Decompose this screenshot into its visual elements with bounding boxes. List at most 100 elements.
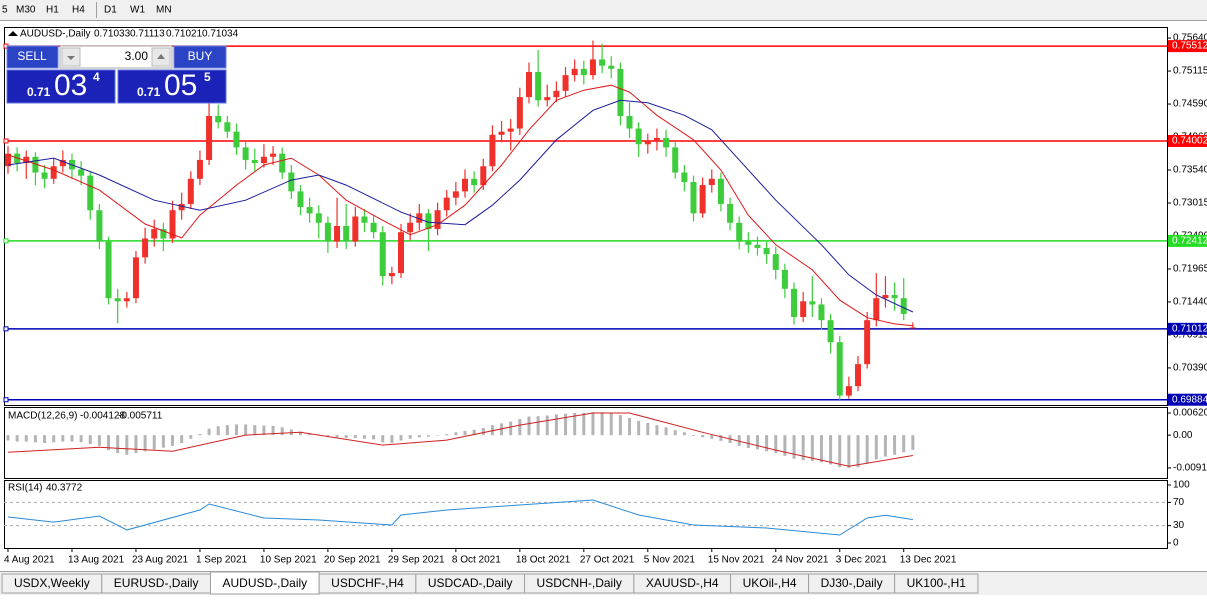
timeframe-button[interactable]: H4 — [72, 5, 85, 16]
candle-body — [800, 301, 806, 317]
y-tick-label: 0.73015 — [1173, 198, 1207, 209]
tab-label: UK100-,H1 — [907, 576, 967, 590]
candle-body — [151, 229, 157, 238]
y-tick-label: 0.73540 — [1173, 165, 1207, 176]
ohlc-high: 0.71113 — [130, 29, 165, 40]
macd-bar — [281, 427, 284, 435]
macd-bar — [89, 435, 92, 444]
candle-body — [270, 154, 276, 157]
y-tick-label: 0.70390 — [1173, 363, 1207, 374]
candle-body — [334, 226, 340, 242]
sell-label: SELL — [17, 49, 47, 63]
macd-bar — [665, 427, 668, 435]
candle-body — [508, 129, 514, 132]
macd-bar — [518, 419, 521, 435]
rsi-value: 40.3772 — [46, 483, 83, 494]
candle-body — [51, 166, 57, 179]
x-tick-label: 18 Oct 2021 — [516, 555, 571, 566]
macd-bar — [345, 435, 348, 438]
timeframe-button[interactable]: D1 — [104, 5, 117, 16]
candle-body — [901, 298, 907, 314]
macd-bar — [445, 434, 448, 435]
candle-body — [517, 97, 523, 128]
buy-label: BUY — [188, 49, 213, 63]
candle-body — [718, 179, 724, 204]
candle-body — [727, 204, 733, 223]
macd-bar — [400, 435, 403, 440]
x-tick-label: 13 Aug 2021 — [68, 555, 125, 566]
level-handle[interactable] — [4, 139, 8, 143]
x-tick-label: 3 Dec 2021 — [836, 555, 888, 566]
macd-bar — [847, 435, 850, 468]
y-tick-label: 0.74590 — [1173, 99, 1207, 110]
macd-bar — [866, 435, 869, 464]
macd-signal-value: -0.005711 — [118, 411, 163, 422]
macd-bar — [198, 434, 201, 435]
moving-average — [8, 100, 913, 312]
macd-bar — [591, 412, 594, 435]
level-handle[interactable] — [4, 327, 8, 331]
candle-body — [627, 116, 633, 129]
macd-bar — [820, 435, 823, 462]
timeframe-button[interactable]: 5 — [2, 5, 8, 16]
candle-body — [818, 304, 824, 320]
candle-body — [234, 132, 240, 148]
macd-bar — [884, 435, 887, 456]
macd-bar — [911, 435, 914, 450]
timeframe-button[interactable]: W1 — [130, 5, 145, 16]
candle-body — [243, 147, 249, 160]
x-tick-label: 13 Dec 2021 — [900, 555, 957, 566]
candle-body — [307, 207, 313, 213]
level-handle[interactable] — [4, 398, 8, 402]
macd-bar — [244, 424, 247, 435]
y-tick-label: 30 — [1173, 520, 1185, 531]
macd-bar — [180, 435, 183, 443]
rsi-panel — [5, 481, 1168, 549]
candle-body — [261, 157, 267, 163]
collapse-arrow[interactable] — [8, 31, 18, 36]
candle-body — [288, 173, 294, 192]
macd-bar — [674, 430, 677, 435]
ask-prefix: 0.71 — [137, 85, 161, 99]
candle-body — [754, 245, 760, 248]
candle-body — [563, 75, 569, 91]
macd-bar — [610, 413, 613, 435]
macd-bar — [390, 435, 393, 443]
macd-bar — [655, 425, 658, 435]
tab-label: AUDUSD-,Daily — [222, 576, 307, 590]
candle-body — [42, 173, 48, 179]
macd-bar — [125, 435, 128, 455]
candle-body — [389, 273, 395, 276]
macd-bar — [34, 435, 37, 442]
macd-bar — [454, 432, 457, 435]
x-tick-label: 8 Oct 2021 — [452, 555, 501, 566]
candle-body — [691, 182, 697, 213]
macd-bar — [226, 425, 229, 435]
level-label: 0.71012 — [1172, 323, 1207, 334]
candle-body — [837, 342, 843, 395]
candle-body — [87, 176, 93, 211]
macd-bar — [253, 425, 256, 435]
ohlc-open: 0.71033 — [94, 29, 131, 40]
y-tick-label: 0.75115 — [1173, 66, 1207, 77]
candle-body — [499, 132, 505, 135]
macd-bar — [811, 435, 814, 461]
candle-body — [745, 242, 751, 245]
candle-body — [343, 226, 349, 242]
candle-body — [663, 138, 669, 147]
macd-panel — [5, 408, 1168, 479]
macd-bar — [116, 435, 119, 453]
timeframe-button[interactable]: M30 — [16, 5, 36, 16]
tab-label: USDCAD-,Daily — [428, 576, 513, 590]
candle-body — [224, 122, 230, 131]
macd-bar — [555, 414, 558, 435]
bid-prefix: 0.71 — [27, 85, 51, 99]
x-tick-label: 4 Aug 2021 — [4, 555, 55, 566]
macd-bar — [619, 415, 622, 435]
candle-body — [489, 135, 495, 166]
timeframe-button[interactable]: MN — [156, 5, 172, 16]
level-handle[interactable] — [4, 239, 8, 243]
timeframe-button[interactable]: H1 — [46, 5, 59, 16]
